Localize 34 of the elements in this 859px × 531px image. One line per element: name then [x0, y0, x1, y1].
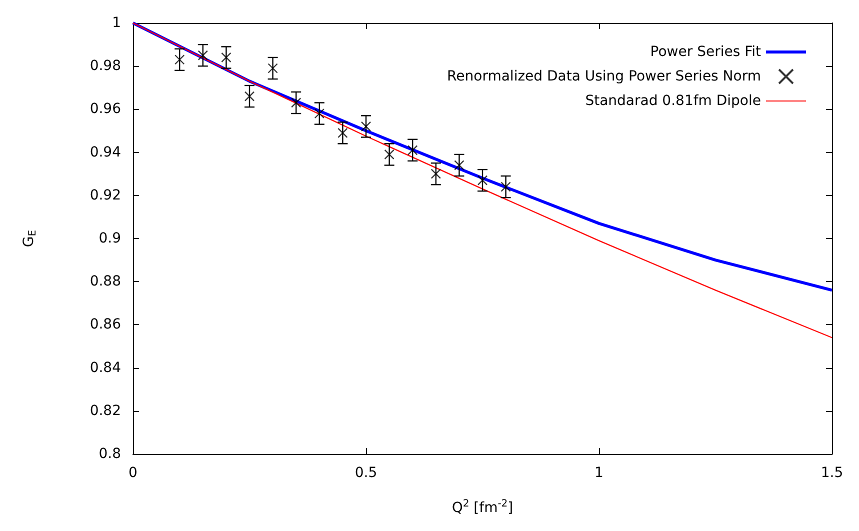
point [244, 91, 255, 102]
legend-label: Renormalized Data Using Power Series Norm [447, 68, 761, 84]
point [384, 149, 394, 160]
y-tick-label: 0.84 [90, 360, 122, 376]
y-tick-label: 0.9 [98, 230, 121, 246]
point [408, 145, 418, 156]
y-tick-label: 1 [112, 15, 121, 31]
y-tick-label: 0.8 [98, 446, 121, 462]
point [314, 108, 324, 119]
x-tick-label: 1.5 [820, 465, 844, 481]
point [198, 50, 208, 60]
y-tick-label: 0.96 [90, 101, 122, 118]
point [221, 52, 232, 63]
legend-label: Standarad 0.81fm Dipole [585, 93, 761, 109]
x-tick-label: 0.5 [354, 465, 378, 481]
y-tick-label: 0.98 [90, 58, 121, 74]
point [500, 182, 511, 192]
point [268, 63, 278, 74]
legend-label: Power Series Fit [650, 44, 762, 60]
x-tick-label: 0 [128, 465, 138, 481]
point [338, 128, 348, 138]
y-tick-label: 0.88 [90, 274, 121, 290]
y-tick-label: 0.82 [90, 402, 121, 419]
point [291, 98, 302, 108]
y-axis-title: GE [21, 230, 38, 248]
y-tick-label: 0.94 [90, 144, 122, 160]
y-tick-label: 0.92 [90, 187, 121, 204]
point [360, 121, 372, 132]
point [477, 175, 488, 186]
x-tick-label: 1 [594, 465, 604, 481]
y-tick-label: 0.86 [90, 316, 122, 333]
point [454, 160, 464, 170]
point [174, 54, 185, 65]
point [430, 168, 441, 179]
